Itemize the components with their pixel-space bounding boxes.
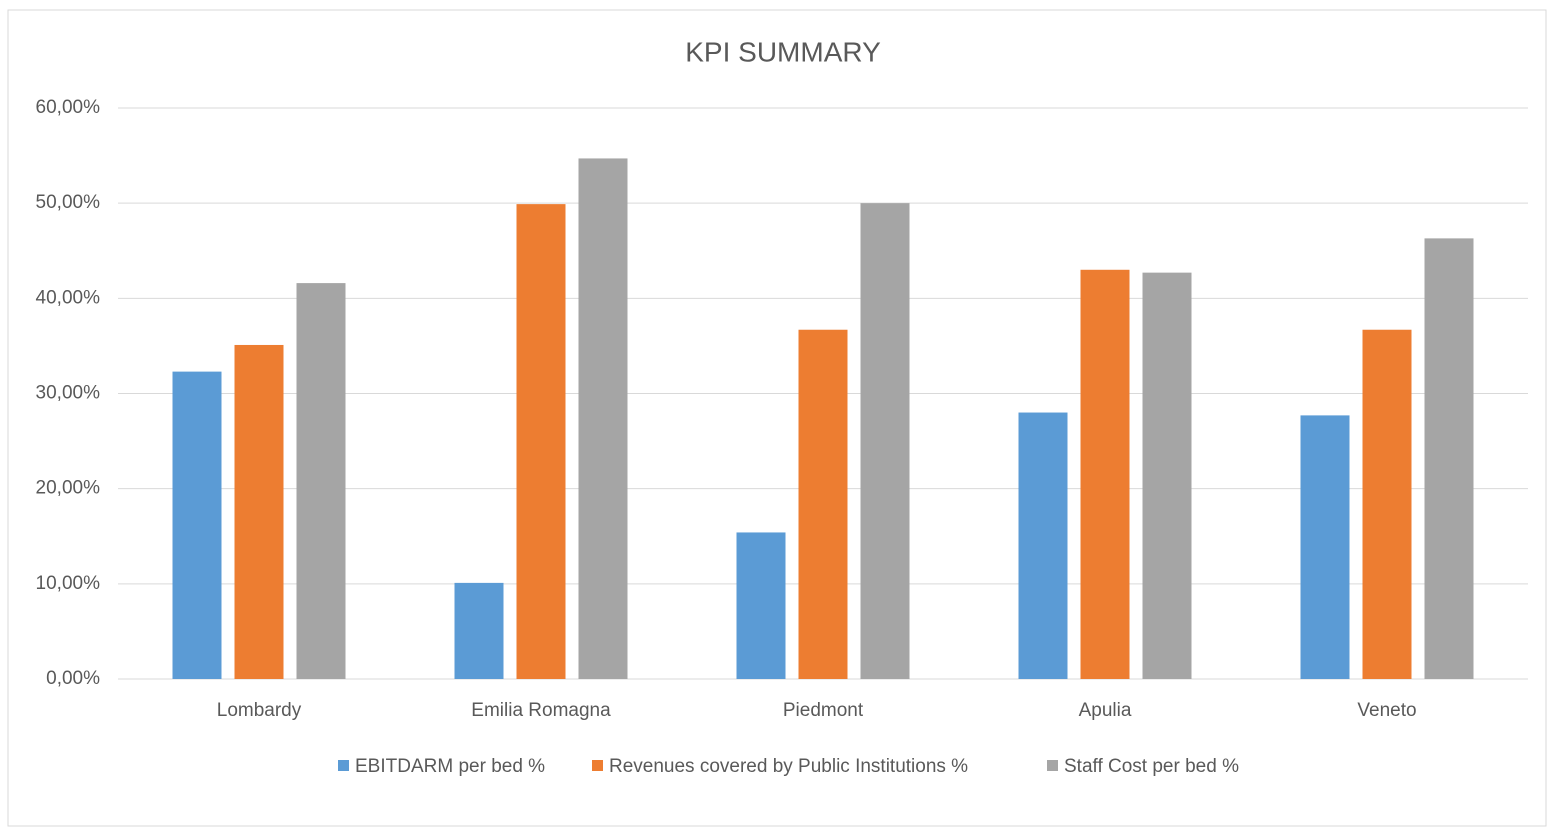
bar xyxy=(1424,238,1474,679)
y-tick-label: 60,00% xyxy=(36,97,101,118)
bar xyxy=(1142,272,1192,679)
x-tick-label: Veneto xyxy=(1357,700,1416,721)
legend: EBITDARM per bed % Revenues covered by Pu… xyxy=(0,752,1547,822)
y-tick-label: 10,00% xyxy=(36,573,101,594)
bar xyxy=(234,344,284,679)
bar xyxy=(1080,269,1130,679)
x-tick-label: Apulia xyxy=(1079,700,1132,721)
x-tick-label: Emilia Romagna xyxy=(471,700,611,721)
bar xyxy=(1018,412,1068,679)
bar xyxy=(1362,329,1412,679)
x-tick-label: Piedmont xyxy=(783,700,864,721)
x-tick-label: Lombardy xyxy=(217,700,302,721)
bar xyxy=(296,283,346,679)
legend-label: Revenues covered by Public Institutions … xyxy=(609,756,969,777)
legend-swatch xyxy=(338,760,349,771)
bar xyxy=(516,204,566,679)
bar xyxy=(736,532,786,679)
bar xyxy=(454,582,504,679)
y-tick-label: 40,00% xyxy=(36,287,101,308)
y-tick-label: 30,00% xyxy=(36,383,101,404)
bar xyxy=(1300,415,1350,679)
y-tick-label: 0,00% xyxy=(46,668,100,689)
legend-swatch xyxy=(592,760,603,771)
legend-label: EBITDARM per bed % xyxy=(355,756,546,777)
legend-swatch xyxy=(1047,760,1058,771)
bar xyxy=(578,158,628,679)
bar xyxy=(860,203,910,679)
bar xyxy=(172,371,222,679)
chart-title: KPI SUMMARY xyxy=(685,36,881,67)
y-tick-label: 20,00% xyxy=(36,478,101,499)
y-tick-label: 50,00% xyxy=(36,192,101,213)
bar xyxy=(798,329,848,679)
legend-label: Staff Cost per bed % xyxy=(1064,756,1239,777)
